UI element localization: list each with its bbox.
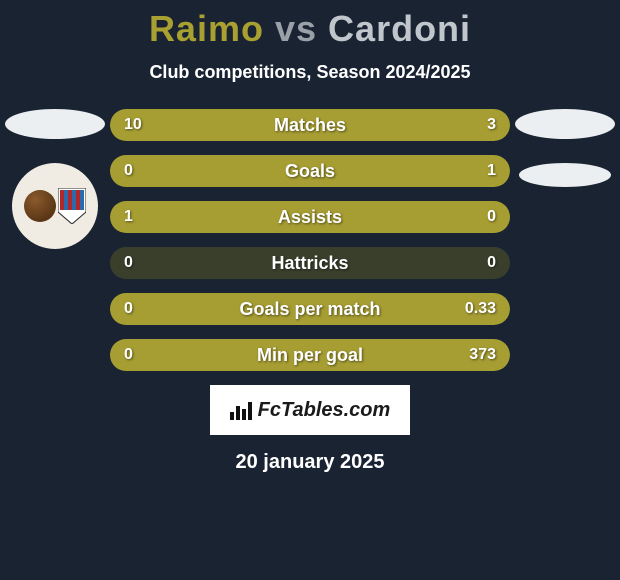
stat-label: Matches [274, 115, 346, 136]
stat-row: 0 Goals 1 [110, 155, 510, 187]
stat-value-left: 10 [124, 116, 142, 134]
subtitle: Club competitions, Season 2024/2025 [0, 62, 620, 83]
stat-value-right: 0 [487, 208, 496, 226]
stat-row: 1 Assists 0 [110, 201, 510, 233]
left-column [0, 109, 110, 249]
stat-label: Goals per match [239, 299, 380, 320]
stat-value-left: 0 [124, 300, 133, 318]
date-label: 20 january 2025 [0, 451, 620, 474]
stat-value-right: 1 [487, 162, 496, 180]
page-title: Raimo vs Cardoni [0, 0, 620, 50]
right-column [510, 109, 620, 211]
brand-box: FcTables.com [210, 385, 410, 435]
stat-value-left: 0 [124, 254, 133, 272]
ball-icon [24, 190, 56, 222]
stat-row: 0 Hattricks 0 [110, 247, 510, 279]
stat-row: 0 Goals per match 0.33 [110, 293, 510, 325]
player2-photo-placeholder [515, 109, 615, 139]
brand-text: FcTables.com [258, 399, 391, 422]
stat-value-left: 1 [124, 208, 133, 226]
shield-icon [58, 188, 86, 224]
stat-row: 10 Matches 3 [110, 109, 510, 141]
player1-name: Raimo [149, 8, 264, 49]
stat-bars: 10 Matches 3 0 Goals 1 1 Assists 0 0 Hattricks 0 0 Go… [110, 109, 510, 371]
root: Raimo vs Cardoni Club competitions, Seas… [0, 0, 620, 580]
player2-club-placeholder [519, 163, 611, 187]
stat-label: Hattricks [271, 253, 348, 274]
chart-icon [230, 400, 252, 420]
stat-value-right: 373 [469, 346, 496, 364]
content: 10 Matches 3 0 Goals 1 1 Assists 0 0 Hattricks 0 0 Go… [0, 109, 620, 474]
stat-value-right: 0 [487, 254, 496, 272]
player1-club-badge [12, 163, 98, 249]
bar-fill-right [418, 109, 510, 141]
stat-value-left: 0 [124, 162, 133, 180]
stat-value-left: 0 [124, 346, 133, 364]
stat-label: Goals [285, 161, 335, 182]
stat-value-right: 0.33 [465, 300, 496, 318]
stat-label: Assists [278, 207, 342, 228]
bar-fill-left [110, 109, 418, 141]
player2-name: Cardoni [328, 8, 471, 49]
stat-value-right: 3 [487, 116, 496, 134]
vs-label: vs [275, 8, 317, 49]
stat-label: Min per goal [257, 345, 363, 366]
stat-row: 0 Min per goal 373 [110, 339, 510, 371]
player1-photo-placeholder [5, 109, 105, 139]
